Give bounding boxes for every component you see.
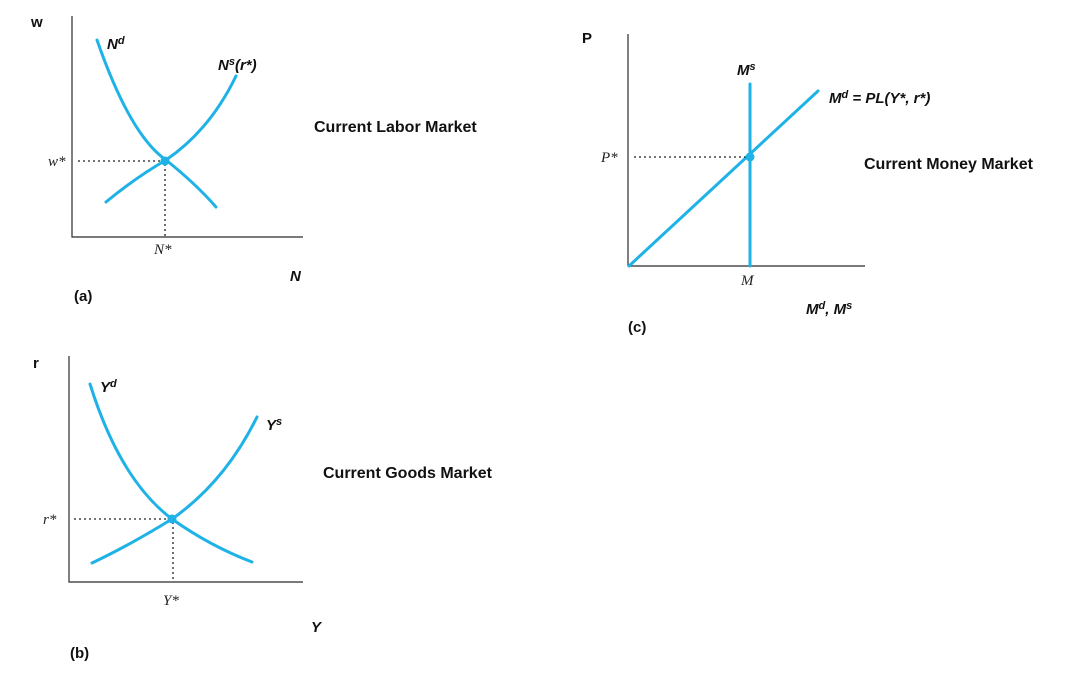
goods-market-title: Current Goods Market xyxy=(323,465,493,482)
labor-panel-label: (a) xyxy=(74,288,92,305)
goods-market-panel: r Y r* Y* Yd Ys Current Goods Market (b) xyxy=(33,355,493,662)
goods-supply-curve xyxy=(90,415,259,565)
goods-axes xyxy=(68,356,303,583)
money-eq-price-label: P* xyxy=(600,150,618,166)
goods-demand-curve xyxy=(88,382,254,564)
labor-market-panel: w N w* N* Nd Ns(r*) Current Labor Market… xyxy=(30,14,477,305)
labor-eq-wage-label: w* xyxy=(48,154,66,170)
goods-y-axis-label: r xyxy=(33,355,39,372)
goods-x-axis-label: Y xyxy=(311,619,323,636)
labor-equilibrium-point xyxy=(160,156,170,166)
goods-eq-output-label: Y* xyxy=(163,593,179,609)
goods-demand-label: Yd xyxy=(100,378,117,396)
labor-axes xyxy=(71,16,303,238)
money-y-axis-label: P xyxy=(582,30,592,47)
labor-supply-label: Ns(r*) xyxy=(218,56,257,74)
goods-supply-label: Ys xyxy=(266,416,282,434)
labor-eq-employment-label: N* xyxy=(153,242,172,258)
money-demand-label: Md = PL(Y*, r*) xyxy=(829,89,930,107)
labor-x-axis-label: N xyxy=(290,268,302,285)
money-equilibrium-point xyxy=(745,152,755,162)
money-x-axis-label: Md, Ms xyxy=(806,300,852,318)
labor-y-axis-label: w xyxy=(30,14,43,31)
money-panel-label: (c) xyxy=(628,319,646,336)
labor-supply-curve xyxy=(104,74,238,204)
money-demand-curve xyxy=(627,89,820,268)
goods-eq-rate-label: r* xyxy=(43,512,57,528)
money-supply-label: Ms xyxy=(737,61,756,79)
labor-demand-curve xyxy=(95,38,218,209)
goods-panel-label: (b) xyxy=(70,645,89,662)
labor-demand-label: Nd xyxy=(107,35,125,53)
money-market-title: Current Money Market xyxy=(864,156,1034,173)
money-market-panel: P Md, Ms P* M Ms Md = PL(Y*, r*) Current… xyxy=(582,30,1034,336)
money-eq-quantity-label: M xyxy=(740,273,755,289)
labor-market-title: Current Labor Market xyxy=(314,119,477,136)
goods-equilibrium-point xyxy=(167,514,177,524)
